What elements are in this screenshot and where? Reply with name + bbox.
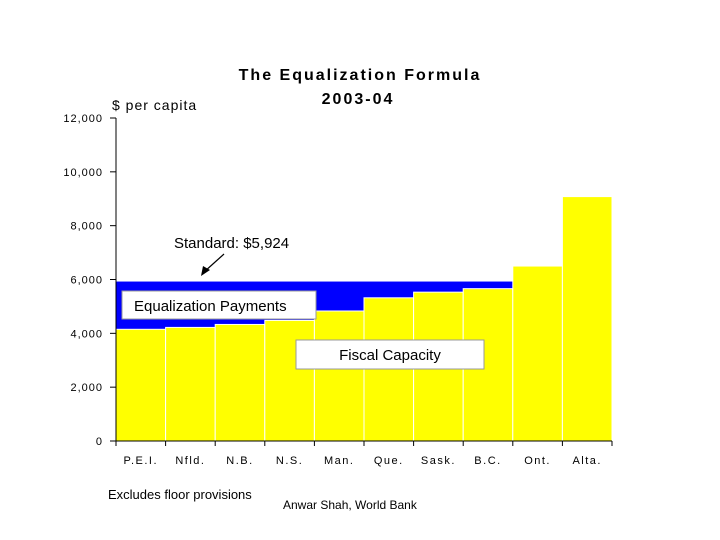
y-tick-label: 6,000 [70, 275, 103, 287]
y-tick-label: 2,000 [70, 382, 103, 394]
equalization-payments-label: Equalization Payments [134, 298, 287, 315]
y-tick-label: 4,000 [70, 328, 103, 340]
standard-arrow-head [201, 266, 210, 276]
chart-subtitle: 2003-04 [322, 91, 395, 108]
footnote: Excludes floor provisions [108, 487, 252, 502]
y-tick-label: 8,000 [70, 221, 103, 233]
y-tick-label: 0 [96, 436, 103, 448]
y-tick-label: 10,000 [63, 167, 103, 179]
y-axis: 0 2,000 4,000 6,000 8,000 10,000 12,000 [63, 113, 612, 448]
equalization-label-box [121, 290, 317, 320]
x-tick-label: Sask. [421, 455, 456, 467]
x-tick-label: N.B. [226, 455, 253, 467]
x-tick-label: P.E.I. [124, 455, 158, 467]
x-tick-label: Nfld. [175, 455, 205, 467]
y-axis-unit-label: $ per capita [112, 97, 197, 113]
standard-label: Standard: $5,924 [174, 235, 289, 252]
bar-alta [561, 196, 613, 442]
bar-ns [264, 319, 315, 442]
fiscal-capacity-label: Fiscal Capacity [339, 347, 441, 364]
x-tick-label: N.S. [276, 455, 303, 467]
x-tick-label: Alta. [572, 455, 602, 467]
credit: Anwar Shah, World Bank [283, 498, 418, 512]
bar-ont [512, 265, 563, 442]
bar-nb [214, 323, 266, 442]
x-tick-label: Man. [324, 455, 354, 467]
bar-nfld [165, 326, 216, 442]
x-tick-label: Ont. [524, 455, 551, 467]
chart-title: The Equalization Formula [239, 67, 482, 84]
x-tick-label: B.C. [474, 455, 501, 467]
fiscal-capacity-label-box [295, 339, 485, 370]
x-tick-label: Que. [374, 455, 404, 467]
y-tick-label: 12,000 [63, 113, 103, 125]
bar-man [313, 310, 365, 442]
bar-pei [115, 328, 167, 442]
